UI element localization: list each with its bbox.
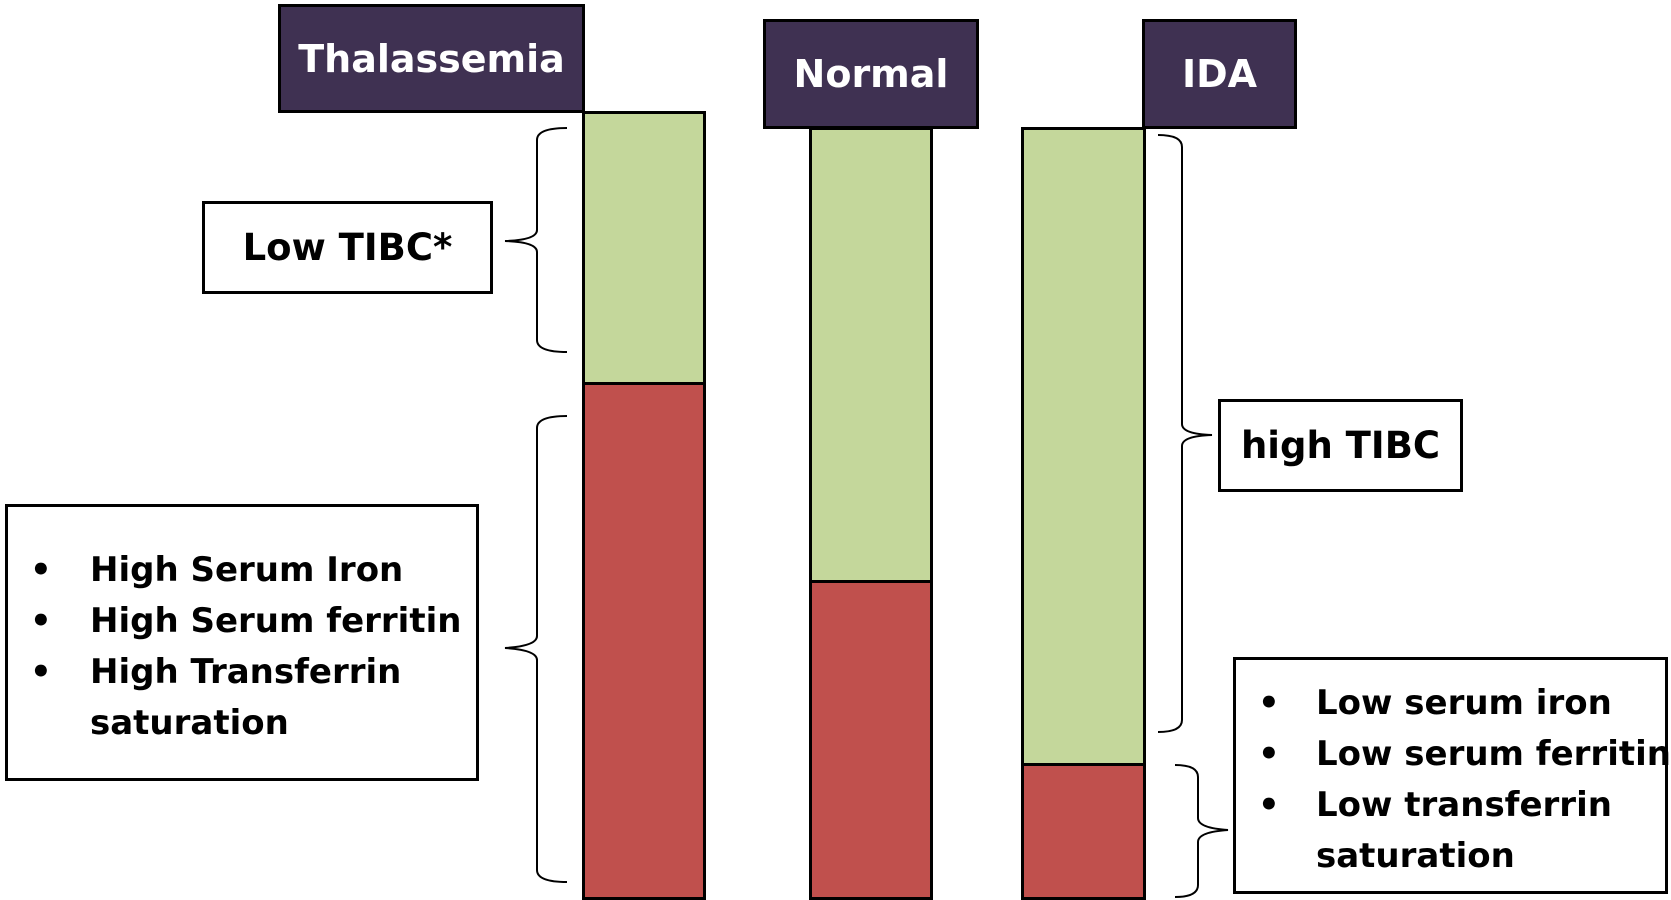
list-item: • Low serum iron [1236,678,1665,729]
normal-iron-segment [809,580,933,900]
ida-iron-brace [1174,764,1229,898]
thalassemia-iron-brace [504,415,568,883]
ida-tibc-label: high TIBC [1218,399,1463,492]
list-item-continuation: saturation [1316,836,1515,876]
ida-tibc-segment [1021,127,1146,766]
bullet-icon: • [1258,734,1280,774]
list-item: • Low serum ferritin [1236,729,1671,780]
normal-tibc-segment [809,127,933,583]
ida-tibc-brace [1157,134,1213,733]
thalassemia-header: Thalassemia [278,4,585,113]
thalassemia-tibc-brace [504,127,568,353]
thalassemia-iron-segment [582,382,706,900]
ida-iron-findings: • Low serum iron • Low serum ferritin • … [1233,657,1671,894]
bullet-icon: • [30,550,52,590]
list-item: • High Serum ferritin [8,596,476,647]
thalassemia-tibc-segment [582,111,706,385]
bullet-icon: • [1258,683,1280,723]
thalassemia-iron-findings: • High Serum Iron • High Serum ferritin … [5,504,479,781]
list-item: • High Transferrin [8,647,476,698]
ida-header: IDA [1142,19,1297,129]
bullet-icon: • [30,652,52,692]
ida-iron-segment [1021,763,1146,900]
list-item: • High Serum Iron [8,545,476,596]
bullet-icon: • [1258,785,1280,825]
list-item: • Low transferrin [1236,780,1665,831]
bullet-icon: • [30,601,52,641]
thalassemia-tibc-label: Low TIBC* [202,201,493,294]
list-item-continuation: saturation [90,703,289,743]
